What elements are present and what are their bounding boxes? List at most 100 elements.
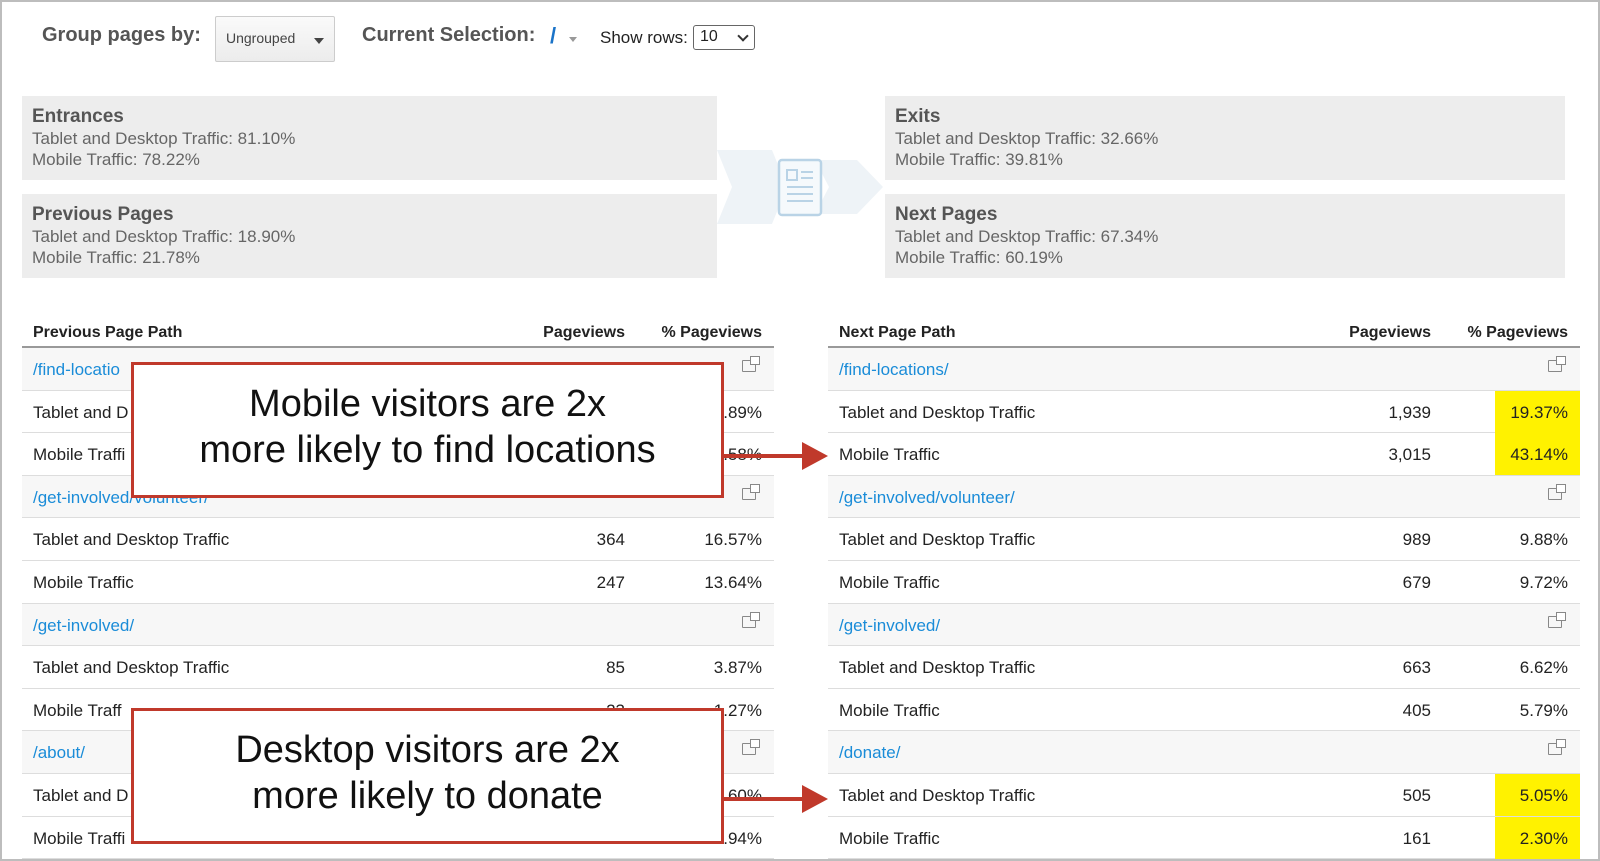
page-path-link[interactable]: /donate/ — [839, 743, 901, 763]
pageviews-value: 505 — [1402, 785, 1431, 805]
entrances-box: Entrances Tablet and Desktop Traffic: 81… — [22, 96, 717, 180]
page-path-link[interactable]: /get-involved/volunteer/ — [839, 487, 1015, 507]
pageviews-value: 3,015 — [1388, 445, 1431, 465]
table-group-row: /get-involved/ — [828, 603, 1580, 647]
chevron-down-icon — [737, 30, 749, 42]
table-row: Tablet and Desktop Traffic 505 5.05% — [828, 773, 1580, 817]
col-pageviews[interactable]: Pageviews — [543, 324, 625, 341]
group-pages-dropdown[interactable]: Ungrouped — [215, 16, 335, 62]
traffic-segment-label: Tablet and Desktop Traffic — [33, 530, 230, 550]
table-group-row: /find-locations/ — [828, 348, 1580, 391]
callout-donate: Desktop visitors are 2x more likely to d… — [131, 708, 724, 844]
callout-top-line-1: Mobile visitors are 2x — [249, 383, 606, 425]
table-row: Tablet and Desktop Traffic 85 3.87% — [22, 646, 774, 689]
popout-icon[interactable] — [742, 483, 760, 500]
table-row: Mobile Traffic 405 5.79% — [828, 689, 1580, 732]
traffic-segment-label: Tablet and Desktop Traffic — [839, 402, 1036, 422]
pageviews-value: 161 — [1402, 828, 1431, 848]
entrances-title: Entrances — [32, 106, 124, 127]
table-row: Mobile Traffic 247 13.64% — [22, 561, 774, 604]
traffic-segment-label: Mobile Traffic — [839, 700, 940, 720]
exits-box: Exits Tablet and Desktop Traffic: 32.66%… — [885, 96, 1565, 180]
percent-pageviews-value: 9.88% — [1519, 530, 1568, 550]
arrow-line-bottom — [724, 797, 804, 801]
show-rows-label: Show rows: — [600, 28, 688, 47]
entrances-line-1: Tablet and Desktop Traffic: 81.10% — [32, 129, 296, 148]
percent-pageviews-value: 16.57% — [704, 530, 762, 550]
table-row: Tablet and Desktop Traffic 1,939 19.37% — [828, 390, 1580, 434]
next-pages-line-2: Mobile Traffic: 60.19% — [895, 248, 1063, 267]
page-path-link[interactable]: /get-involved/ — [33, 615, 135, 635]
popout-icon[interactable] — [742, 611, 760, 628]
percent-pageviews-value: 2.30% — [1495, 816, 1580, 859]
next-table-header: Next Page Path Pageviews % Pageviews — [828, 312, 1580, 348]
table-row: Mobile Traffic 161 2.30% — [828, 816, 1580, 860]
popout-icon[interactable] — [1548, 483, 1566, 500]
table-row: Tablet and Desktop Traffic 663 6.62% — [828, 646, 1580, 689]
col-previous-page-path[interactable]: Previous Page Path — [33, 324, 183, 341]
percent-pageviews-value: .60% — [723, 785, 762, 805]
table-group-row: /donate/ — [828, 731, 1580, 774]
traffic-segment-label: Tablet and Desktop Traffic — [839, 785, 1036, 805]
percent-pageviews-value: 1.27% — [713, 700, 762, 720]
page-icon — [777, 158, 823, 217]
pageviews-value: 405 — [1402, 700, 1431, 720]
callout-top-line-2: more likely to find locations — [199, 429, 656, 471]
show-rows-select[interactable]: 10 — [693, 25, 755, 50]
percent-pageviews-value: 5.79% — [1519, 700, 1568, 720]
percent-pageviews-value: 9.72% — [1519, 572, 1568, 592]
previous-table-header: Previous Page Path Pageviews % Pageviews — [22, 312, 774, 348]
traffic-segment-label: Mobile Traffic — [839, 572, 940, 592]
popout-icon[interactable] — [742, 356, 760, 372]
traffic-segment-label: Mobile Traffi — [33, 828, 126, 848]
popout-icon[interactable] — [742, 739, 760, 756]
popout-icon[interactable] — [1548, 739, 1566, 756]
pageviews-value: 679 — [1402, 572, 1431, 592]
traffic-segment-label: Tablet and Desktop Traffic — [839, 658, 1036, 678]
table-group-row: /get-involved/volunteer/ — [828, 475, 1580, 519]
previous-pages-title: Previous Pages — [32, 204, 174, 225]
percent-pageviews-value: .94% — [723, 828, 762, 848]
traffic-segment-label: Tablet and Desktop Traffic — [33, 658, 230, 678]
col-percent-pageviews[interactable]: % Pageviews — [1467, 324, 1569, 341]
traffic-segment-label: Tablet and D — [33, 402, 129, 422]
page-path-link[interactable]: /about/ — [33, 743, 85, 763]
exits-line-2: Mobile Traffic: 39.81% — [895, 150, 1063, 169]
page-path-link[interactable]: /find-locatio — [33, 360, 120, 379]
col-pageviews[interactable]: Pageviews — [1349, 324, 1431, 341]
page-path-link[interactable]: /get-involved/ — [839, 615, 941, 635]
table-row: Mobile Traffic 679 9.72% — [828, 561, 1580, 604]
entrances-line-2: Mobile Traffic: 78.22% — [32, 150, 200, 169]
next-pages-title: Next Pages — [895, 204, 998, 225]
arrow-right-icon — [802, 442, 828, 470]
traffic-segment-label: Tablet and D — [33, 785, 129, 805]
pageviews-value: 364 — [596, 530, 625, 550]
table-row: Mobile Traffi .94% — [22, 817, 774, 860]
page-path-link[interactable]: /find-locations/ — [839, 360, 949, 379]
previous-pages-line-2: Mobile Traffic: 21.78% — [32, 248, 200, 267]
group-pages-label: Group pages by: — [42, 24, 201, 46]
pageviews-value: 663 — [1402, 658, 1431, 678]
popout-icon[interactable] — [1548, 611, 1566, 628]
percent-pageviews-value: .89% — [723, 402, 762, 422]
arrow-line-top — [724, 454, 804, 458]
caret-down-icon — [314, 38, 324, 44]
group-pages-value: Ungrouped — [226, 30, 296, 46]
popout-icon[interactable] — [1548, 356, 1566, 372]
table-row: Mobile Traffic 3,015 43.14% — [828, 433, 1580, 476]
col-next-page-path[interactable]: Next Page Path — [839, 324, 956, 341]
pageviews-value: 1,939 — [1388, 402, 1431, 422]
callout-find-locations: Mobile visitors are 2x more likely to fi… — [131, 362, 724, 498]
flow-arrows-graphic — [717, 150, 883, 224]
traffic-segment-label: Mobile Traffic — [33, 572, 134, 592]
current-selection-value[interactable]: / — [550, 23, 557, 48]
show-rows-value: 10 — [700, 28, 718, 45]
percent-pageviews-value: 6.62% — [1519, 658, 1568, 678]
selection-caret-icon[interactable] — [569, 37, 577, 42]
percent-pageviews-value: 3.87% — [713, 658, 762, 678]
callout-bottom-line-2: more likely to donate — [252, 775, 603, 817]
next-page-table: Next Page Path Pageviews % Pageviews /fi… — [828, 312, 1580, 860]
col-percent-pageviews[interactable]: % Pageviews — [661, 324, 763, 341]
exits-line-1: Tablet and Desktop Traffic: 32.66% — [895, 129, 1159, 148]
callout-bottom-line-1: Desktop visitors are 2x — [235, 729, 620, 771]
